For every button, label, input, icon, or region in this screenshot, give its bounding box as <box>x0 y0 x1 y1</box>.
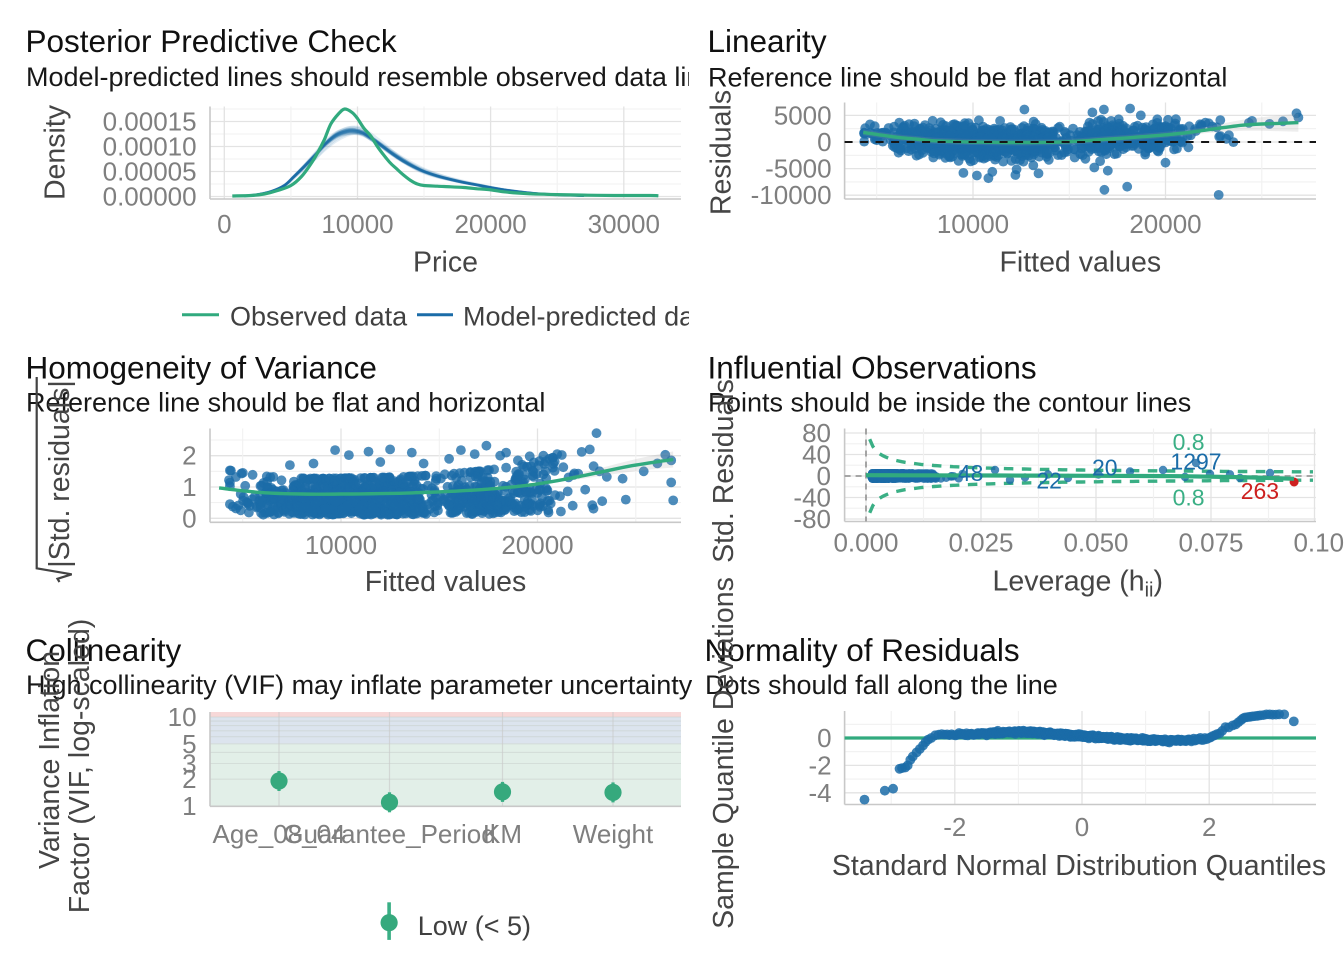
svg-text:-10000: -10000 <box>751 180 832 210</box>
svg-text:0: 0 <box>817 127 831 157</box>
svg-text:10: 10 <box>168 702 197 732</box>
svg-text:Collinearity: Collinearity <box>26 632 182 668</box>
svg-text:0.8: 0.8 <box>1173 429 1205 455</box>
svg-text:Density: Density <box>40 104 72 200</box>
svg-text:Leverage (hii): Leverage (hii) <box>993 566 1164 602</box>
svg-text:2: 2 <box>182 441 196 471</box>
svg-text:0: 0 <box>1075 812 1089 842</box>
svg-text:48: 48 <box>958 460 984 486</box>
svg-text:-80: -80 <box>793 504 831 534</box>
svg-text:10000: 10000 <box>937 209 1009 239</box>
svg-text:-2: -2 <box>808 750 831 780</box>
svg-text:30000: 30000 <box>588 209 660 239</box>
svg-text:Influential Observations: Influential Observations <box>708 350 1037 386</box>
svg-text:Dots should fall along the lin: Dots should fall along the line <box>705 670 1058 700</box>
svg-text:0.00005: 0.00005 <box>103 157 197 187</box>
svg-text:0: 0 <box>182 503 196 533</box>
svg-text:0.100: 0.100 <box>1293 528 1344 558</box>
svg-text:10000: 10000 <box>321 209 393 239</box>
svg-text:KM: KM <box>483 819 522 849</box>
svg-text:Linearity: Linearity <box>708 23 827 59</box>
svg-text:Homogeneity of Variance: Homogeneity of Variance <box>26 350 377 386</box>
svg-text:0.000: 0.000 <box>833 528 898 558</box>
svg-text:20: 20 <box>1092 455 1118 481</box>
svg-text:1: 1 <box>182 791 196 821</box>
svg-text:0.075: 0.075 <box>1178 528 1243 558</box>
svg-text:Posterior Predictive Check: Posterior Predictive Check <box>26 23 397 59</box>
svg-text:22: 22 <box>1036 467 1062 493</box>
svg-text:Factor (VIF, log-scaled): Factor (VIF, log-scaled) <box>64 619 96 914</box>
svg-text:-40: -40 <box>793 483 831 513</box>
svg-text:0.8: 0.8 <box>1173 485 1205 511</box>
svg-text:0: 0 <box>817 461 831 491</box>
svg-text:Price: Price <box>413 247 478 279</box>
svg-text:10000: 10000 <box>305 530 377 560</box>
svg-text:0.050: 0.050 <box>1063 528 1128 558</box>
svg-text:Fitted values: Fitted values <box>365 566 527 598</box>
svg-text:Low (< 5): Low (< 5) <box>418 911 531 941</box>
svg-text:20000: 20000 <box>454 209 526 239</box>
svg-text:Guarantee_Period: Guarantee_Period <box>283 819 495 849</box>
svg-text:Age_08_04: Age_08_04 <box>212 819 345 849</box>
svg-text:0.00015: 0.00015 <box>103 107 197 137</box>
svg-text:2: 2 <box>1202 812 1216 842</box>
svg-text:Reference line should be flat: Reference line should be flat and horizo… <box>708 63 1227 93</box>
svg-text:20000: 20000 <box>501 530 573 560</box>
svg-text:263: 263 <box>1241 478 1279 504</box>
svg-text:1: 1 <box>182 472 196 502</box>
svg-text:2: 2 <box>182 764 196 794</box>
svg-text:Standard Normal Distribution Q: Standard Normal Distribution Quantiles <box>832 850 1326 882</box>
svg-text:Sample Quantile Deviations: Sample Quantile Deviations <box>708 577 740 929</box>
svg-text:Normality of Residuals: Normality of Residuals <box>705 632 1020 668</box>
svg-text:0: 0 <box>817 723 831 753</box>
svg-text:Points should be inside the co: Points should be inside the contour line… <box>708 388 1191 418</box>
svg-text:Model-predicted lines should r: Model-predicted lines should resemble ob… <box>26 62 730 92</box>
svg-text:High collinearity (VIF) may in: High collinearity (VIF) may inflate para… <box>26 670 693 700</box>
svg-text:0.025: 0.025 <box>948 528 1013 558</box>
svg-text:3: 3 <box>182 749 196 779</box>
svg-text:5: 5 <box>182 729 196 759</box>
svg-text:Reference line should be flat: Reference line should be flat and horizo… <box>26 388 545 418</box>
svg-text:Variance Inflation: Variance Inflation <box>34 651 66 869</box>
svg-text:20000: 20000 <box>1129 209 1201 239</box>
svg-text:Weight: Weight <box>573 819 654 849</box>
svg-text:1297: 1297 <box>1170 448 1221 474</box>
svg-text:Std. Residuals: Std. Residuals <box>708 379 740 563</box>
svg-text:5000: 5000 <box>774 100 832 130</box>
svg-text:40: 40 <box>802 440 831 470</box>
svg-text:-4: -4 <box>808 778 831 808</box>
svg-text:Model-predicted data: Model-predicted data <box>463 302 718 332</box>
svg-text:-2: -2 <box>943 812 966 842</box>
svg-text:Fitted values: Fitted values <box>1000 247 1162 279</box>
svg-text:0: 0 <box>217 209 231 239</box>
svg-text:Residuals: Residuals <box>706 90 738 215</box>
svg-text:-5000: -5000 <box>765 154 832 184</box>
svg-text:Observed data: Observed data <box>230 302 408 332</box>
svg-text:80: 80 <box>802 418 831 448</box>
svg-text:0.00010: 0.00010 <box>103 132 197 162</box>
svg-text:|Std. residuals|: |Std. residuals| <box>44 380 76 567</box>
svg-text:0.00000: 0.00000 <box>103 182 197 212</box>
